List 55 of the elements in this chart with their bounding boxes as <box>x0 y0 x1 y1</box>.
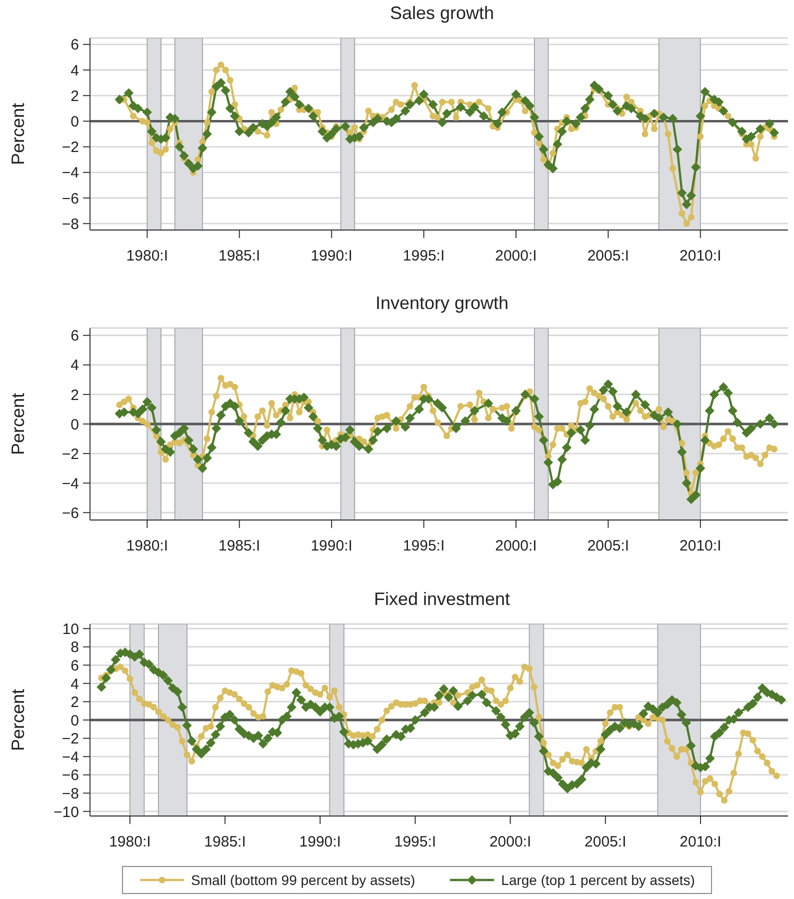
x-tick-label: 1990:I <box>299 834 341 851</box>
x-tick-label: 1985:I <box>218 248 260 265</box>
y-axis-title: Percent <box>8 392 28 456</box>
y-tick-label: 6 <box>70 657 79 674</box>
y-tick-label: −6 <box>62 767 79 784</box>
x-tick-label: 2010:I <box>680 248 722 265</box>
y-tick-label: −4 <box>62 475 79 492</box>
y-tick-label: 2 <box>70 694 79 712</box>
y-tick-label: 4 <box>70 62 79 80</box>
x-tick-label: 2000:I <box>495 538 537 555</box>
y-tick-label: 2 <box>70 386 79 404</box>
y-tick-label: −10 <box>54 804 79 821</box>
x-tick-label: 2010:I <box>680 834 722 851</box>
x-tick-label: 2005:I <box>587 248 630 265</box>
y-tick-label: 0 <box>70 114 79 131</box>
x-tick-label: 2010:I <box>680 538 722 555</box>
y-tick-label: 4 <box>70 676 79 693</box>
x-tick-label: 1995:I <box>402 538 445 555</box>
chart-title: Fixed investment <box>372 588 512 611</box>
legend-label: Large (top 1 percent by assets) <box>501 872 695 888</box>
y-tick-label: −4 <box>62 164 79 182</box>
chart-title: Sales growth <box>388 2 496 25</box>
y-tick-label: 6 <box>70 328 79 345</box>
y-tick-label: −8 <box>62 785 79 802</box>
y-tick-label: −2 <box>62 730 79 748</box>
y-tick-label: −2 <box>62 139 79 156</box>
y-tick-label: −6 <box>62 504 79 522</box>
x-tick-label: 1995:I <box>402 248 445 265</box>
x-tick-label: 1995:I <box>394 834 436 851</box>
x-tick-label: 1980:I <box>126 248 168 265</box>
y-tick-label: −4 <box>62 748 79 766</box>
y-tick-label: 6 <box>70 36 79 54</box>
y-tick-label: −6 <box>62 190 79 208</box>
x-tick-label: 2000:I <box>489 834 532 851</box>
x-tick-label: 2005:I <box>587 538 630 555</box>
y-tick-label: 8 <box>70 639 79 656</box>
y-tick-label: 2 <box>70 88 79 105</box>
y-axis-title: Percent <box>8 688 28 752</box>
x-tick-label: 2005:I <box>584 834 626 851</box>
x-tick-label: 1985:I <box>204 834 246 851</box>
x-tick-label: 1980:I <box>126 538 168 555</box>
x-tick-label: 1980:I <box>109 834 151 851</box>
y-tick-label: −2 <box>62 446 79 463</box>
x-tick-label: 1990:I <box>310 538 352 555</box>
legend-label: Small (bottom 99 percent by assets) <box>191 872 416 888</box>
y-tick-label: 10 <box>62 620 79 638</box>
x-tick-label: 2000:I <box>495 248 537 265</box>
y-tick-label: 4 <box>70 357 79 374</box>
y-axis-title: Percent <box>8 102 28 166</box>
x-tick-label: 1990:I <box>310 248 352 265</box>
y-tick-label: −8 <box>62 216 79 233</box>
chart-title: Inventory growth <box>374 292 510 315</box>
y-tick-label: 0 <box>70 712 79 730</box>
y-tick-label: 0 <box>70 416 79 434</box>
x-tick-label: 1985:I <box>218 538 260 555</box>
